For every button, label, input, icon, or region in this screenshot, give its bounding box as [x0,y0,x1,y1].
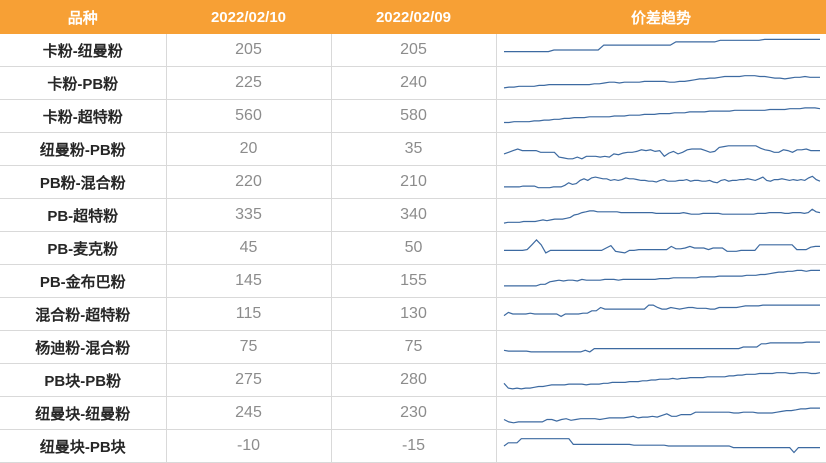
value-date-2: -15 [330,429,497,463]
trend-line [503,304,820,318]
trend-line [503,372,820,390]
trend-sparkline-cell [495,66,826,100]
trend-sparkline-cell [495,132,826,166]
value-date-2: 280 [330,363,497,397]
trend-sparkline [503,407,820,424]
value-date-2: 155 [330,264,497,298]
value-date-2: 130 [330,297,497,331]
trend-sparkline [503,38,820,53]
variety-name: 卡粉-PB粉 [0,66,167,100]
value-date-2: 580 [330,99,497,133]
table-row: PB块-PB粉 275 280 [0,363,826,397]
header-row: 品种 2022/02/10 2022/02/09 价差趋势 [0,0,826,34]
trend-line [503,208,820,224]
trend-line [503,239,820,254]
table-body: 卡粉-纽曼粉 205 205 卡粉-PB粉 225 240 卡粉-超特粉 560 580 纽曼粉-… [0,34,826,463]
table-row: PB-金布巴粉 145 155 [0,264,826,298]
trend-sparkline [503,372,820,390]
trend-sparkline [503,145,820,160]
value-date-2: 35 [330,132,497,166]
value-date-2: 205 [330,34,497,67]
variety-name: 纽曼块-PB块 [0,429,167,463]
value-date-1: 145 [165,264,332,298]
trend-line [503,407,820,424]
variety-name: 杨迪粉-混合粉 [0,330,167,364]
trend-sparkline [503,75,820,89]
trend-sparkline [503,269,820,287]
trend-sparkline-cell [495,330,826,364]
value-date-1: 205 [165,34,332,67]
trend-sparkline-cell [495,363,826,397]
table-row: PB-超特粉 335 340 [0,198,826,232]
variety-name: 卡粉-纽曼粉 [0,34,167,67]
trend-sparkline-cell [495,165,826,199]
trend-line [503,175,820,189]
value-date-2: 240 [330,66,497,100]
trend-sparkline-cell [495,297,826,331]
trend-sparkline-cell [495,99,826,133]
trend-line [503,269,820,287]
header-trend: 价差趋势 [496,0,826,34]
value-date-2: 340 [330,198,497,232]
trend-sparkline [503,438,820,454]
value-date-2: 50 [330,231,497,265]
value-date-2: 75 [330,330,497,364]
value-date-1: 20 [165,132,332,166]
table-row: 卡粉-PB粉 225 240 [0,66,826,100]
table-row: 纽曼块-纽曼粉 245 230 [0,396,826,430]
trend-sparkline-cell [495,34,826,67]
trend-sparkline [503,208,820,224]
trend-sparkline [503,304,820,318]
trend-line [503,438,820,454]
variety-name: PB粉-混合粉 [0,165,167,199]
variety-name: 混合粉-超特粉 [0,297,167,331]
trend-sparkline [503,341,820,353]
variety-name: 纽曼块-纽曼粉 [0,396,167,430]
trend-line [503,38,820,53]
table-row: 纽曼块-PB块 -10 -15 [0,429,826,463]
value-date-1: -10 [165,429,332,463]
table-row: 卡粉-超特粉 560 580 [0,99,826,133]
table-row: 纽曼粉-PB粉 20 35 [0,132,826,166]
value-date-1: 245 [165,396,332,430]
trend-line [503,107,820,124]
variety-name: 卡粉-超特粉 [0,99,167,133]
table-row: 混合粉-超特粉 115 130 [0,297,826,331]
value-date-1: 75 [165,330,332,364]
header-variety: 品种 [0,0,167,34]
trend-sparkline [503,175,820,189]
variety-name: 纽曼粉-PB粉 [0,132,167,166]
trend-sparkline [503,239,820,254]
value-date-2: 210 [330,165,497,199]
table-row: PB-麦克粉 45 50 [0,231,826,265]
trend-sparkline-cell [495,429,826,463]
value-date-1: 115 [165,297,332,331]
value-date-1: 225 [165,66,332,100]
trend-line [503,75,820,89]
trend-sparkline-cell [495,264,826,298]
table-row: 卡粉-纽曼粉 205 205 [0,34,826,67]
variety-name: PB块-PB粉 [0,363,167,397]
trend-sparkline [503,107,820,124]
table-row: PB粉-混合粉 220 210 [0,165,826,199]
variety-name: PB-麦克粉 [0,231,167,265]
value-date-1: 45 [165,231,332,265]
table-row: 杨迪粉-混合粉 75 75 [0,330,826,364]
trend-line [503,145,820,160]
trend-sparkline-cell [495,198,826,232]
trend-line [503,341,820,353]
value-date-2: 230 [330,396,497,430]
variety-name: PB-金布巴粉 [0,264,167,298]
header-date-1: 2022/02/10 [166,0,332,34]
value-date-1: 335 [165,198,332,232]
value-date-1: 275 [165,363,332,397]
trend-sparkline-cell [495,231,826,265]
header-date-2: 2022/02/09 [331,0,497,34]
variety-name: PB-超特粉 [0,198,167,232]
value-date-1: 220 [165,165,332,199]
value-date-1: 560 [165,99,332,133]
trend-sparkline-cell [495,396,826,430]
